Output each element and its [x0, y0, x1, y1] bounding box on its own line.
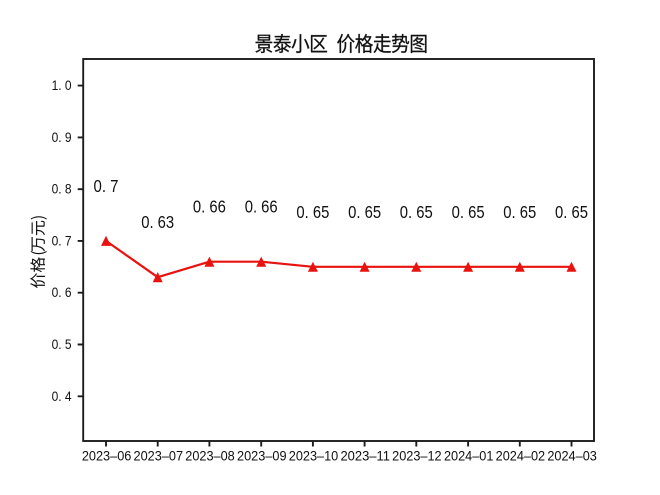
- svg-text:2023–12: 2023–12: [392, 448, 442, 464]
- svg-text:0. 7: 0. 7: [94, 176, 119, 196]
- svg-text:0. 66: 0. 66: [193, 197, 226, 217]
- svg-text:1. 0: 1. 0: [52, 77, 72, 93]
- svg-text:2024–03: 2024–03: [547, 448, 597, 464]
- svg-text:2024–01: 2024–01: [444, 448, 494, 464]
- svg-text:0. 65: 0. 65: [400, 202, 433, 222]
- svg-text:0. 4: 0. 4: [52, 388, 72, 404]
- svg-text:0. 65: 0. 65: [296, 202, 329, 222]
- svg-text:0. 63: 0. 63: [141, 212, 174, 232]
- svg-text:0. 6: 0. 6: [52, 284, 72, 300]
- svg-text:0. 66: 0. 66: [245, 197, 278, 217]
- svg-text:0. 65: 0. 65: [503, 202, 536, 222]
- svg-text:0. 5: 0. 5: [52, 336, 72, 352]
- svg-text:0. 7: 0. 7: [52, 232, 72, 248]
- svg-text:2023–06: 2023–06: [82, 448, 132, 464]
- svg-text:2023–11: 2023–11: [340, 448, 390, 464]
- svg-text:2023–09: 2023–09: [237, 448, 287, 464]
- svg-text:0. 8: 0. 8: [52, 181, 72, 197]
- svg-text:2024–02: 2024–02: [496, 448, 546, 464]
- svg-text:2023–07: 2023–07: [134, 448, 184, 464]
- svg-text:2023–10: 2023–10: [289, 448, 339, 464]
- svg-text:2023–08: 2023–08: [185, 448, 235, 464]
- svg-text:0. 65: 0. 65: [555, 202, 588, 222]
- svg-text:0. 9: 0. 9: [52, 129, 72, 145]
- svg-text:0. 65: 0. 65: [348, 202, 381, 222]
- svg-text:0. 65: 0. 65: [452, 202, 485, 222]
